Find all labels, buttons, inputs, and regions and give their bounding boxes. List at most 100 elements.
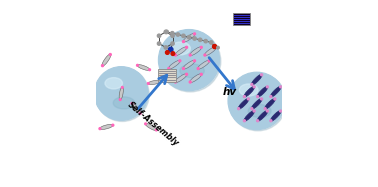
Circle shape [204, 39, 208, 43]
Ellipse shape [168, 60, 180, 69]
Circle shape [160, 31, 221, 92]
Circle shape [79, 82, 81, 83]
Circle shape [136, 64, 138, 66]
Circle shape [95, 68, 149, 122]
Ellipse shape [105, 78, 122, 89]
Circle shape [145, 123, 146, 125]
Circle shape [171, 42, 174, 45]
Circle shape [131, 102, 133, 104]
Circle shape [243, 96, 245, 98]
Circle shape [165, 30, 168, 33]
Circle shape [274, 98, 276, 100]
Circle shape [248, 98, 249, 100]
Ellipse shape [248, 105, 271, 117]
Circle shape [175, 54, 177, 56]
Ellipse shape [79, 74, 89, 83]
Circle shape [253, 110, 255, 112]
Circle shape [208, 60, 210, 62]
Circle shape [119, 99, 121, 100]
Circle shape [168, 68, 170, 70]
Ellipse shape [198, 60, 210, 69]
Circle shape [157, 42, 161, 45]
Circle shape [158, 30, 220, 91]
Circle shape [149, 69, 150, 71]
Ellipse shape [238, 98, 249, 109]
Circle shape [212, 45, 217, 49]
Circle shape [264, 108, 266, 110]
Ellipse shape [251, 74, 262, 85]
Ellipse shape [270, 110, 281, 121]
Circle shape [270, 96, 272, 98]
Circle shape [139, 112, 141, 114]
Circle shape [121, 87, 123, 88]
Circle shape [88, 74, 90, 76]
Circle shape [93, 94, 94, 96]
Circle shape [164, 46, 167, 49]
Circle shape [217, 46, 219, 49]
Circle shape [257, 96, 259, 98]
FancyBboxPatch shape [158, 69, 176, 82]
Circle shape [204, 54, 206, 56]
Circle shape [182, 34, 185, 38]
Ellipse shape [257, 110, 268, 121]
FancyArrowPatch shape [209, 58, 234, 89]
Circle shape [253, 86, 255, 88]
Circle shape [257, 120, 259, 122]
FancyArrowPatch shape [138, 75, 167, 109]
Circle shape [186, 46, 187, 48]
Circle shape [102, 65, 104, 67]
Ellipse shape [183, 33, 195, 42]
Ellipse shape [145, 123, 157, 131]
Ellipse shape [137, 65, 150, 70]
Ellipse shape [270, 86, 281, 97]
Circle shape [189, 54, 191, 56]
Circle shape [183, 68, 184, 70]
Circle shape [251, 108, 253, 110]
Circle shape [280, 86, 282, 88]
Ellipse shape [244, 86, 255, 97]
Circle shape [183, 41, 184, 43]
Circle shape [238, 108, 240, 110]
Ellipse shape [257, 86, 268, 97]
FancyBboxPatch shape [233, 13, 249, 25]
Ellipse shape [190, 47, 202, 56]
Circle shape [164, 30, 167, 33]
Text: Self-Assembly: Self-Assembly [125, 100, 180, 148]
Ellipse shape [265, 98, 276, 109]
Circle shape [266, 86, 268, 88]
Ellipse shape [119, 87, 123, 100]
Circle shape [166, 51, 169, 54]
Ellipse shape [175, 74, 187, 83]
Circle shape [171, 52, 175, 56]
Circle shape [99, 128, 101, 130]
Ellipse shape [132, 103, 141, 114]
Circle shape [270, 120, 272, 122]
Ellipse shape [251, 98, 262, 109]
Ellipse shape [99, 124, 113, 130]
Ellipse shape [89, 95, 94, 107]
Ellipse shape [148, 80, 161, 85]
Circle shape [170, 32, 174, 35]
Circle shape [179, 60, 181, 62]
Circle shape [261, 98, 263, 100]
Circle shape [200, 73, 202, 75]
Circle shape [109, 53, 111, 56]
Circle shape [171, 34, 174, 37]
Circle shape [229, 73, 287, 131]
Ellipse shape [175, 47, 187, 56]
Circle shape [176, 33, 180, 36]
Circle shape [169, 47, 173, 52]
Circle shape [189, 81, 191, 83]
Circle shape [155, 129, 157, 131]
Text: hv: hv [223, 87, 237, 97]
Circle shape [194, 33, 195, 35]
Ellipse shape [190, 74, 202, 83]
Ellipse shape [102, 54, 111, 66]
Ellipse shape [239, 84, 258, 96]
Circle shape [210, 41, 213, 44]
Circle shape [228, 72, 285, 130]
Ellipse shape [183, 60, 195, 69]
Circle shape [193, 37, 196, 40]
Ellipse shape [113, 97, 135, 109]
Circle shape [266, 110, 268, 112]
